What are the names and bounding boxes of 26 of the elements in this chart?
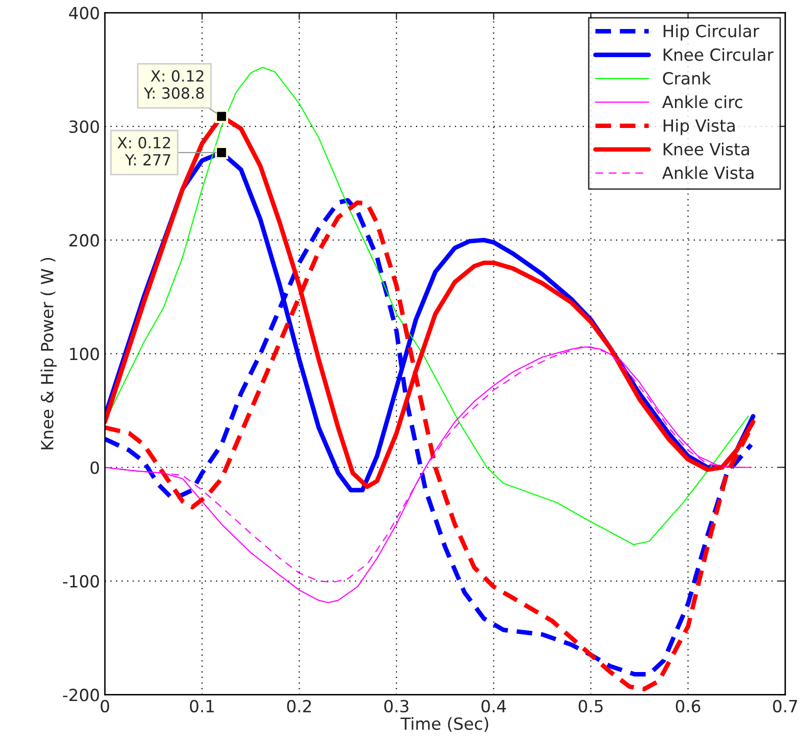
y-tick-label: 400 [69,6,99,20]
legend-label: Ankle circ [662,95,742,108]
x-tick-label: 0.4 [482,700,506,712]
x-tick-label: 0.1 [190,700,214,712]
x-axis-title: Time (Sec) [400,717,488,732]
y-tick-label: 300 [70,120,99,133]
legend-label: Hip Circular [664,24,760,41]
legend-label: Crank [663,72,711,85]
y-axis-title: Knee & Hip Power ( W ) [40,258,57,450]
y-tick-label: 200 [69,234,99,247]
x-tick-label: 0.7 [773,700,798,712]
x-tick-label: 0 [100,700,110,712]
y-tick-label: -100 [63,574,99,588]
y-tick-label: 100 [70,348,99,360]
annotation: X: 0.12 Y: 308.8 [144,70,204,99]
legend-label: Ankle Vista [662,166,754,180]
x-tick-label: 0.5 [578,700,603,712]
y-tick-label: 0 [90,461,99,474]
x-tick-label: 0.3 [384,700,408,712]
x-tick-label: 0.2 [287,700,311,712]
legend-label: Knee Vista [664,142,749,156]
annotation: X: 0.12 Y: 277 [118,136,170,166]
y-tick-label: -200 [63,688,99,702]
x-tick-label: 0.6 [676,700,700,712]
legend-label: Hip Vista [664,118,735,136]
legend-label: Knee Circular [664,48,774,61]
